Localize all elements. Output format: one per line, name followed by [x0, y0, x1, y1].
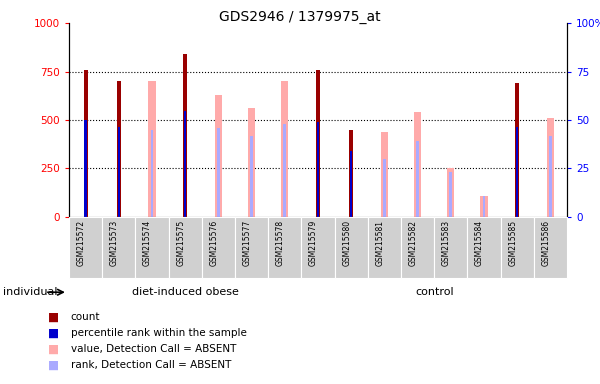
Text: GSM215572: GSM215572 [77, 220, 86, 266]
Bar [449, 172, 452, 217]
Bar [416, 141, 419, 217]
Bar [117, 81, 121, 217]
Bar [383, 159, 386, 217]
Bar [283, 124, 286, 217]
Bar [317, 122, 319, 217]
Bar [381, 132, 388, 217]
Text: GSM215585: GSM215585 [508, 220, 517, 266]
Text: control: control [415, 287, 454, 297]
Bar [350, 151, 352, 217]
Bar [414, 112, 421, 217]
Bar [335, 217, 368, 278]
Text: ■: ■ [48, 359, 59, 372]
Bar [169, 217, 202, 278]
Bar [69, 217, 102, 278]
Bar [447, 169, 454, 217]
Bar [268, 217, 301, 278]
Bar [102, 217, 136, 278]
Bar [118, 127, 120, 217]
Text: individual: individual [3, 287, 58, 297]
Text: count: count [71, 312, 100, 322]
Bar [301, 217, 335, 278]
Text: GSM215575: GSM215575 [176, 220, 185, 266]
Text: GSM215576: GSM215576 [209, 220, 218, 266]
Bar [481, 195, 488, 217]
Text: percentile rank within the sample: percentile rank within the sample [71, 328, 247, 338]
Bar [281, 81, 289, 217]
Text: GSM215574: GSM215574 [143, 220, 152, 266]
Text: GSM215579: GSM215579 [309, 220, 318, 266]
Text: GDS2946 / 1379975_at: GDS2946 / 1379975_at [219, 10, 381, 23]
Bar [202, 217, 235, 278]
Text: ■: ■ [48, 343, 59, 356]
Bar [248, 108, 255, 217]
Bar [549, 136, 552, 217]
Bar [434, 217, 467, 278]
Text: GSM215583: GSM215583 [442, 220, 451, 266]
Bar [151, 130, 154, 217]
Bar [136, 217, 169, 278]
Bar [250, 136, 253, 217]
Text: rank, Detection Call = ABSENT: rank, Detection Call = ABSENT [71, 360, 231, 370]
Bar [215, 95, 222, 217]
Bar [148, 81, 155, 217]
Text: GSM215586: GSM215586 [541, 220, 550, 266]
Bar [534, 217, 567, 278]
Bar [467, 217, 500, 278]
Text: GSM215577: GSM215577 [242, 220, 251, 266]
Bar [184, 111, 187, 217]
Bar [516, 127, 518, 217]
Bar [85, 120, 87, 217]
Text: ■: ■ [48, 310, 59, 323]
Bar [515, 83, 519, 217]
Text: value, Detection Call = ABSENT: value, Detection Call = ABSENT [71, 344, 236, 354]
Bar [235, 217, 268, 278]
Text: GSM215580: GSM215580 [342, 220, 351, 266]
Text: GSM215581: GSM215581 [376, 220, 385, 266]
Text: GSM215584: GSM215584 [475, 220, 484, 266]
Bar [217, 128, 220, 217]
Bar [500, 217, 534, 278]
Text: ■: ■ [48, 326, 59, 339]
Text: GSM215582: GSM215582 [409, 220, 418, 266]
Bar [547, 118, 554, 217]
Bar [83, 70, 88, 217]
Text: GSM215578: GSM215578 [276, 220, 285, 266]
Bar [183, 54, 187, 217]
Text: GSM215573: GSM215573 [110, 220, 119, 266]
Bar [316, 70, 320, 217]
Text: diet-induced obese: diet-induced obese [132, 287, 239, 297]
Bar [349, 130, 353, 217]
Bar [401, 217, 434, 278]
Bar [368, 217, 401, 278]
Bar [482, 195, 485, 217]
